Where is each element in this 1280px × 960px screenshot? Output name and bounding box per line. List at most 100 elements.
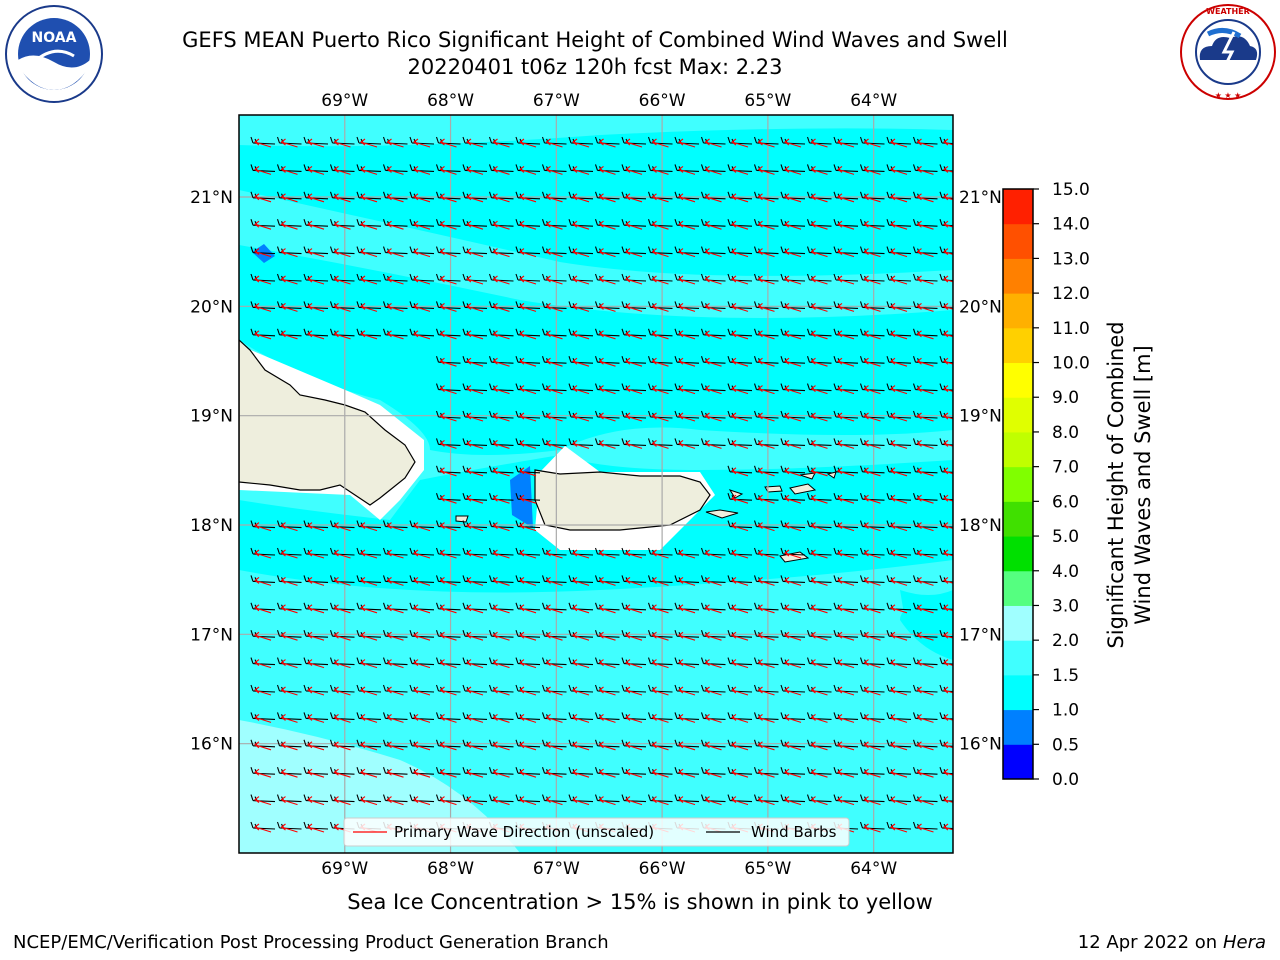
map-legend: Primary Wave Direction (unscaled) Wind B… bbox=[343, 817, 850, 847]
colorbar-label-line2: Wind Waves and Swell [m] bbox=[1131, 345, 1155, 625]
vector-marker bbox=[303, 246, 329, 258]
vector-marker bbox=[382, 136, 408, 148]
colorbar-segment bbox=[1003, 640, 1033, 676]
vector-marker bbox=[674, 301, 700, 312]
vector-marker bbox=[939, 301, 953, 310]
vector-marker bbox=[594, 164, 620, 175]
vector-marker bbox=[833, 575, 859, 586]
vector-marker bbox=[515, 684, 541, 696]
vector-marker bbox=[806, 493, 832, 504]
lon-label-bottom: 65°W bbox=[744, 859, 791, 879]
vector-marker bbox=[621, 684, 647, 696]
vector-marker bbox=[356, 684, 382, 696]
vector-marker bbox=[780, 739, 806, 751]
nws-logo: WEATHER ★ ★ ★ bbox=[1180, 4, 1276, 100]
vector-marker bbox=[753, 602, 779, 614]
footer-date-text: 12 Apr 2022 on bbox=[1077, 932, 1223, 953]
vector-marker bbox=[700, 136, 726, 148]
vector-marker bbox=[303, 164, 329, 175]
vector-marker bbox=[939, 164, 953, 173]
vector-marker bbox=[303, 520, 329, 532]
vector-marker bbox=[409, 164, 435, 175]
vector-marker bbox=[939, 602, 953, 612]
vector-marker bbox=[912, 493, 938, 504]
vector-marker bbox=[833, 739, 859, 751]
vector-marker bbox=[700, 547, 726, 559]
vector-marker bbox=[409, 602, 435, 614]
vector-marker bbox=[329, 246, 355, 258]
vector-marker bbox=[329, 575, 355, 586]
map-frame bbox=[238, 114, 954, 854]
vector-marker bbox=[568, 219, 594, 230]
lat-label-left: 21°N bbox=[190, 188, 233, 208]
vector-marker bbox=[912, 246, 938, 258]
vector-marker bbox=[912, 383, 938, 395]
vector-marker bbox=[753, 273, 779, 285]
vector-marker bbox=[912, 520, 938, 532]
vector-marker bbox=[806, 712, 832, 723]
vector-marker bbox=[250, 739, 276, 751]
colorbar-tick-label: 0.0 bbox=[1052, 770, 1079, 790]
colorbar-segment bbox=[1003, 570, 1033, 606]
vector-marker bbox=[674, 219, 700, 230]
vector-marker bbox=[462, 767, 488, 778]
vector-marker bbox=[621, 191, 647, 203]
vector-marker bbox=[886, 712, 912, 723]
colorbar-segment bbox=[1003, 709, 1033, 745]
vector-marker bbox=[409, 684, 435, 696]
chart-subtitle: 20220401 t06z 120h fcst Max: 2.23 bbox=[407, 55, 783, 79]
vector-marker bbox=[250, 767, 276, 778]
lat-label-right: 21°N bbox=[959, 188, 1002, 208]
vector-marker bbox=[594, 328, 620, 340]
vector-marker bbox=[515, 356, 541, 367]
vector-marker bbox=[462, 438, 488, 449]
vector-marker bbox=[409, 767, 435, 778]
vector-marker bbox=[435, 602, 461, 614]
vector-marker bbox=[621, 602, 647, 614]
vector-marker bbox=[303, 794, 329, 806]
vector-marker bbox=[303, 739, 329, 751]
vector-marker bbox=[541, 739, 567, 751]
vector-marker bbox=[674, 356, 700, 367]
vector-marker bbox=[674, 684, 700, 696]
vector-marker bbox=[674, 767, 700, 778]
vector-marker bbox=[435, 164, 461, 175]
vector-marker bbox=[488, 356, 514, 367]
vector-marker bbox=[435, 630, 461, 641]
vector-marker bbox=[859, 794, 885, 806]
vector-marker bbox=[753, 493, 779, 504]
vector-marker bbox=[859, 575, 885, 586]
vector-marker bbox=[859, 547, 885, 559]
land-puerto-rico bbox=[534, 469, 711, 531]
vector-marker bbox=[621, 273, 647, 285]
colorbar-segment bbox=[1003, 501, 1033, 537]
lon-label-top: 66°W bbox=[639, 91, 686, 111]
vector-marker bbox=[833, 246, 859, 258]
vector-marker bbox=[382, 712, 408, 723]
vector-marker bbox=[753, 356, 779, 367]
lat-label-right: 17°N bbox=[959, 625, 1002, 645]
vector-marker bbox=[833, 657, 859, 669]
vector-marker bbox=[488, 630, 514, 641]
vector-marker bbox=[488, 410, 514, 422]
lat-label-right: 16°N bbox=[959, 735, 1002, 755]
vector-marker bbox=[939, 520, 953, 530]
colorbar-segment bbox=[1003, 744, 1033, 780]
vector-marker bbox=[912, 657, 938, 669]
vector-marker bbox=[939, 356, 953, 365]
vector-marker bbox=[382, 739, 408, 751]
vector-marker bbox=[515, 630, 541, 641]
vector-marker bbox=[594, 630, 620, 641]
vector-marker bbox=[647, 657, 673, 669]
colorbar-tick-label: 4.0 bbox=[1052, 562, 1079, 582]
vector-marker bbox=[700, 246, 726, 258]
vector-marker bbox=[409, 191, 435, 203]
colorbar-segment bbox=[1003, 674, 1033, 711]
vector-marker bbox=[435, 191, 461, 203]
vector-marker bbox=[435, 410, 461, 422]
lon-label-bottom: 69°W bbox=[321, 859, 368, 879]
vector-marker bbox=[727, 739, 753, 751]
vector-marker bbox=[356, 136, 382, 148]
vector-marker bbox=[515, 575, 541, 586]
vector-marker bbox=[250, 547, 276, 559]
